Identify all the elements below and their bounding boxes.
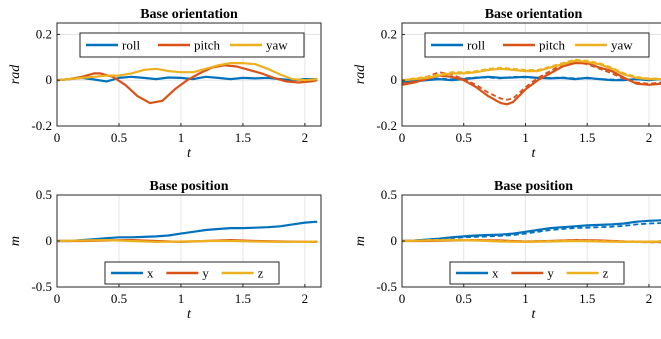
x-tick-label: 2 — [302, 130, 309, 145]
x-tick-label: 2 — [302, 291, 309, 306]
series-line-z — [57, 239, 318, 243]
x-tick-label: 1 — [522, 130, 529, 145]
series-line-aux-5 — [402, 238, 661, 243]
chart-title: Base orientation — [140, 7, 238, 22]
legend-label-yaw: yaw — [611, 38, 633, 53]
y-tick-label: 0.5 — [36, 187, 52, 202]
legend: roll pitch yaw — [79, 32, 305, 58]
x-tick-label: 1.5 — [579, 291, 595, 306]
series-line-yaw — [402, 59, 661, 82]
legend-label-x: x — [492, 266, 499, 281]
legend: roll pitch yaw — [424, 32, 650, 58]
chart-title: Base position — [150, 179, 229, 194]
y-tick-label: 0 — [391, 72, 398, 87]
series-line-aux-3 — [402, 61, 661, 101]
y-axis-label: rad — [8, 64, 23, 84]
legend-label-roll: roll — [122, 38, 140, 53]
series-line-pitch — [402, 62, 661, 106]
y-tick-label: -0.5 — [376, 279, 397, 294]
legend-label-z: z — [603, 266, 609, 281]
x-tick-label: 2 — [646, 291, 653, 306]
series-line-x — [402, 219, 661, 243]
legend-label-y: y — [547, 266, 554, 281]
y-tick-label: 0.2 — [36, 26, 52, 41]
x-tick-label: 1.5 — [235, 291, 251, 306]
legend-label-pitch: pitch — [539, 38, 565, 53]
axes-box — [401, 22, 661, 127]
x-tick-label: 0 — [399, 130, 406, 145]
axes-box — [56, 22, 322, 127]
x-tick-label: 1 — [178, 291, 185, 306]
legend-label-yaw: yaw — [266, 38, 288, 53]
y-tick-label: -0.5 — [31, 279, 52, 294]
x-tick-label: 0 — [54, 291, 61, 306]
series-line-yaw — [57, 62, 318, 82]
y-tick-label: 0 — [46, 72, 53, 87]
legend-label-pitch: pitch — [194, 38, 220, 53]
series-group — [57, 220, 318, 243]
x-axis-label: t — [532, 307, 537, 322]
x-tick-label: 0.5 — [111, 130, 127, 145]
series-line-aux-1 — [402, 75, 661, 83]
x-axis-label: t — [532, 146, 537, 161]
x-tick-label: 1.5 — [579, 130, 595, 145]
x-tick-label: 1.5 — [235, 130, 251, 145]
x-tick-label: 0 — [54, 130, 61, 145]
legend-label-roll: roll — [467, 38, 485, 53]
x-tick-label: 1 — [178, 130, 185, 145]
series-line-aux-5 — [402, 58, 661, 82]
legend: x y z — [449, 261, 625, 285]
y-axis-label: m — [8, 236, 23, 246]
chart-title: Base position — [494, 179, 573, 194]
y-axis-label: rad — [353, 64, 368, 84]
series-group — [57, 62, 318, 105]
legend-label-z: z — [258, 266, 264, 281]
x-tick-label: 1 — [522, 291, 529, 306]
y-tick-label: -0.2 — [376, 118, 397, 133]
y-tick-label: 0 — [46, 233, 53, 248]
y-tick-label: 0 — [391, 233, 398, 248]
series-line-aux-1 — [402, 222, 661, 242]
x-tick-label: 0 — [399, 291, 406, 306]
series-line-pitch — [57, 64, 318, 105]
legend-label-y: y — [202, 266, 209, 281]
series-group — [402, 58, 661, 106]
y-tick-label: -0.2 — [31, 118, 52, 133]
y-tick-label: 0.5 — [381, 187, 397, 202]
chart-title: Base orientation — [485, 7, 583, 22]
series-group — [402, 219, 661, 244]
x-tick-label: 0.5 — [456, 130, 472, 145]
series-line-x — [57, 220, 318, 243]
x-axis-label: t — [187, 146, 192, 161]
x-tick-label: 0.5 — [456, 291, 472, 306]
x-axis-label: t — [187, 307, 192, 322]
x-tick-label: 2 — [646, 130, 653, 145]
legend: x y z — [104, 261, 280, 285]
y-axis-label: m — [353, 236, 368, 246]
legend-label-x: x — [147, 266, 154, 281]
x-tick-label: 0.5 — [111, 291, 127, 306]
y-tick-label: 0.2 — [381, 26, 397, 41]
